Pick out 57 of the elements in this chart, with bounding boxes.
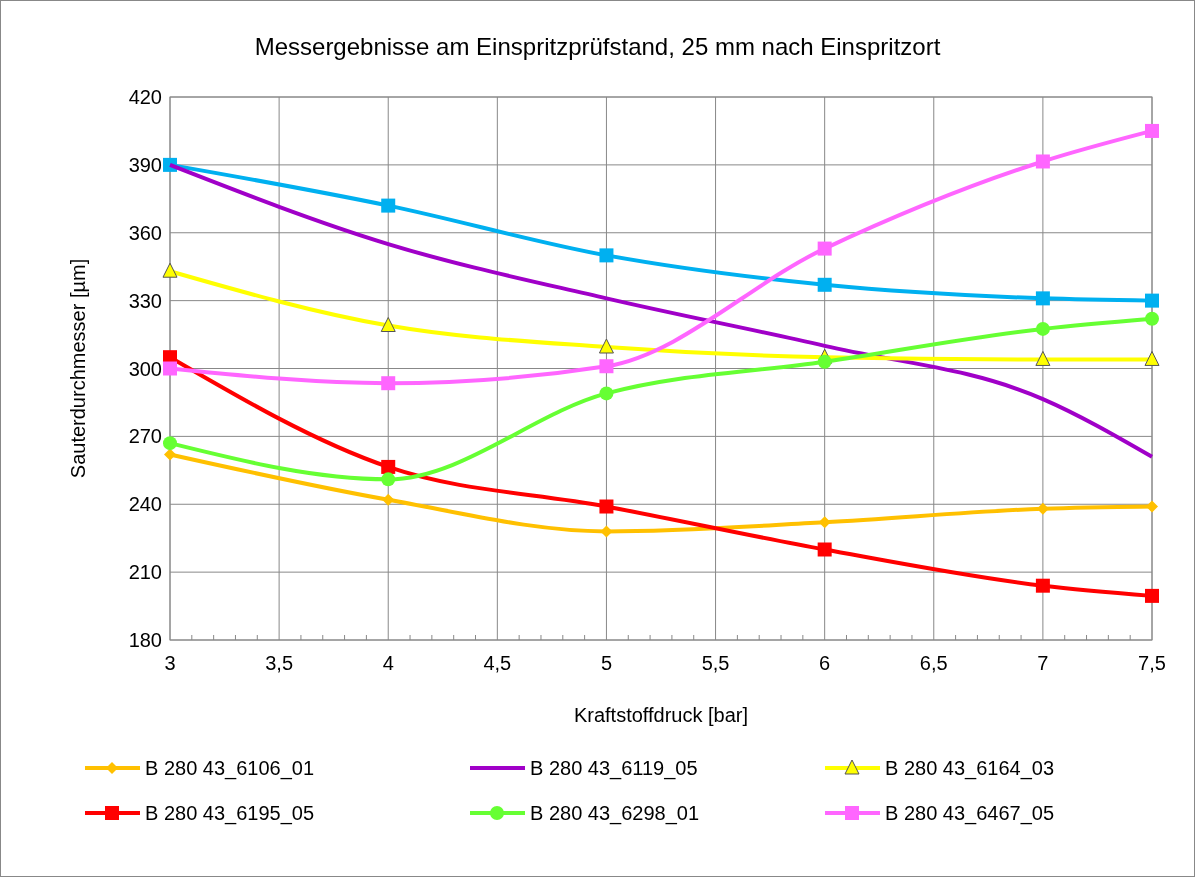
legend-label: B 280 43_6164_03 — [885, 757, 1055, 780]
point — [817, 241, 832, 256]
point — [381, 472, 396, 487]
point — [1145, 123, 1159, 138]
point — [1035, 154, 1050, 169]
y-tick-label: 390 — [128, 153, 162, 176]
point — [381, 376, 396, 391]
point — [381, 198, 396, 213]
point — [817, 277, 832, 292]
y-tick-label: 180 — [128, 629, 162, 651]
chart-title: Messergebnisse am Einspritzprüfstand, 25 mm nach Einspritzort — [254, 33, 941, 60]
x-axis-title: Kraftstoffdruck [bar] — [573, 704, 749, 726]
x-tick-label: 7 — [1037, 652, 1049, 674]
point — [1145, 293, 1159, 308]
x-tick-label: 5,5 — [701, 652, 730, 674]
point — [1035, 578, 1050, 593]
legend-label: B 280 43_6298_01 — [530, 802, 700, 825]
point — [599, 359, 614, 374]
point — [162, 262, 178, 278]
point — [817, 354, 832, 369]
point — [599, 499, 614, 514]
point — [1035, 350, 1051, 366]
legend-label: B 280 43_6106_01 — [145, 757, 315, 780]
point — [817, 542, 832, 557]
y-tick-label: 360 — [128, 221, 162, 244]
point — [163, 436, 177, 451]
point — [380, 317, 396, 333]
point — [1035, 291, 1050, 306]
point — [1035, 321, 1050, 336]
x-tick-label: 3 — [164, 652, 176, 674]
x-tick-label: 3,5 — [265, 652, 294, 674]
point — [1145, 588, 1159, 603]
point — [382, 493, 395, 506]
point — [599, 386, 614, 401]
point — [598, 338, 614, 354]
legend-label: B 280 43_6195_05 — [145, 802, 315, 825]
y-tick-label: 210 — [128, 561, 162, 584]
x-tick-label: 4 — [382, 652, 394, 674]
x-tick-label: 6,5 — [919, 652, 948, 674]
x-tick-label: 5 — [600, 652, 613, 674]
y-tick-label: 330 — [128, 289, 162, 312]
x-tick-label: 4,5 — [483, 652, 512, 674]
point — [599, 248, 614, 263]
y-axis-title: Sauterdurchmesser [µm] — [67, 258, 89, 479]
point — [1144, 350, 1160, 366]
point — [1145, 311, 1159, 326]
x-tick-label: 6 — [819, 652, 831, 674]
y-tick-label: 240 — [128, 493, 162, 516]
y-tick-label: 270 — [128, 425, 162, 448]
y-tick-label: 300 — [128, 357, 162, 380]
y-tick-label: 420 — [128, 86, 162, 108]
x-tick-label: 7,5 — [1138, 652, 1166, 674]
legend-label: B 280 43_6467_05 — [885, 802, 1055, 825]
point — [1146, 500, 1158, 513]
point — [163, 361, 177, 376]
point — [381, 459, 396, 474]
legend-label: B 280 43_6119_05 — [530, 757, 698, 780]
